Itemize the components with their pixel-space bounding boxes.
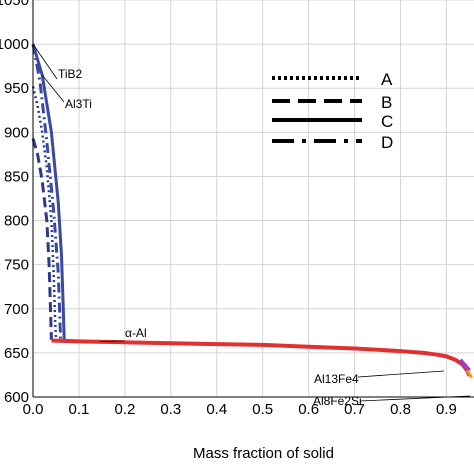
y-tick-label: 600 bbox=[4, 389, 29, 406]
x-axis-title: Mass fraction of solid bbox=[193, 445, 334, 462]
annotation-leader bbox=[41, 74, 65, 103]
y-tick-label: 1050 bbox=[0, 0, 29, 9]
x-tick-label: 0.6 bbox=[298, 401, 319, 418]
annotation-label: Al13Fe4 bbox=[314, 372, 359, 386]
x-tick-label: 0.1 bbox=[69, 401, 90, 418]
y-tick-label: 900 bbox=[4, 124, 29, 141]
tick-labels: 0.0 0.1 0.2 0.3 0.4 0.5 0.6 0.7 0.8 0.9 600 650 700 7… bbox=[0, 0, 457, 418]
annotation-label: α-Al bbox=[125, 326, 147, 340]
x-tick-label: 0.4 bbox=[206, 401, 227, 418]
series-line-al bbox=[51, 338, 472, 377]
legend-label-b: B bbox=[381, 93, 392, 112]
legend-label-c: C bbox=[381, 112, 393, 131]
annotation-label: TiB2 bbox=[58, 67, 83, 81]
legend-label-a: A bbox=[381, 70, 393, 89]
series-line-d bbox=[31, 43, 63, 340]
y-tick-label: 800 bbox=[4, 213, 29, 230]
x-tick-label: 0.9 bbox=[436, 401, 457, 418]
x-tick-label: 0.5 bbox=[252, 401, 273, 418]
annotation-leader bbox=[32, 43, 58, 80]
y-tick-label: 700 bbox=[4, 301, 29, 318]
annotation-label: Al8Fe2Si bbox=[313, 394, 362, 408]
axes bbox=[32, 0, 474, 398]
y-tick-label: 1000 bbox=[0, 36, 29, 53]
x-tick-label: 0.8 bbox=[390, 401, 411, 418]
series-group bbox=[31, 43, 473, 379]
annotation-label: Al3Ti bbox=[65, 97, 92, 111]
annotation-leader bbox=[359, 395, 471, 402]
y-tick-label: 950 bbox=[4, 80, 29, 97]
series-line-al8fe2si bbox=[465, 369, 473, 379]
annotations: TiB2 Al3Ti α-Al Al13Fe4 Al8Fe2Si bbox=[32, 43, 471, 408]
x-tick-label: 0.0 bbox=[23, 401, 44, 418]
series-line-al13fe4 bbox=[458, 358, 471, 372]
y-tick-label: 750 bbox=[4, 257, 29, 274]
annotation-leader bbox=[357, 370, 445, 378]
y-tick-label: 650 bbox=[4, 345, 29, 362]
grid bbox=[32, 0, 474, 398]
series-line-b bbox=[31, 138, 53, 340]
x-tick-label: 0.2 bbox=[114, 401, 135, 418]
legend-label-d: D bbox=[381, 133, 393, 152]
y-tick-label: 850 bbox=[4, 168, 29, 185]
x-tick-label: 0.3 bbox=[160, 401, 181, 418]
series-line-a bbox=[31, 86, 58, 340]
x-tick-label: 0.7 bbox=[344, 401, 365, 418]
